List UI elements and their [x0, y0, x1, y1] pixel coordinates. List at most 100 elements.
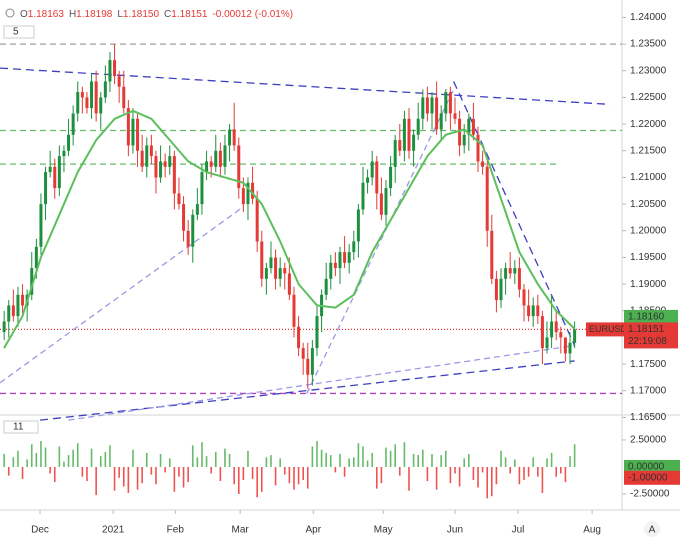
candle-body — [356, 209, 360, 242]
x-tick-label: Feb — [167, 525, 185, 536]
ma-badge[interactable] — [3, 25, 35, 39]
candle-body — [343, 252, 347, 263]
osc-bar — [550, 452, 553, 467]
candle-body — [439, 113, 443, 130]
osc-bar — [468, 454, 470, 467]
osc-tick-label: -2.50000 — [630, 489, 670, 500]
candle-body — [550, 321, 554, 338]
x-tick-label: Mar — [232, 525, 250, 536]
candle-body — [223, 145, 227, 167]
osc-bar — [514, 459, 516, 467]
legend-key: L — [117, 9, 123, 20]
candle-body — [34, 246, 38, 269]
candle-body — [471, 118, 475, 135]
candle-body — [140, 150, 144, 167]
candle-body — [159, 161, 163, 178]
candle-body — [149, 145, 153, 157]
osc-value-label: 0.00000 — [628, 462, 665, 473]
osc-bar — [173, 466, 176, 492]
osc-badge[interactable] — [3, 420, 39, 434]
candle-body — [292, 294, 296, 327]
osc-bar — [421, 449, 424, 467]
candle-body — [209, 161, 213, 167]
candle-body — [67, 134, 71, 151]
osc-bar — [279, 458, 281, 467]
candle-body — [232, 129, 236, 146]
candle-body — [264, 268, 268, 279]
auto-button[interactable] — [644, 521, 660, 537]
candle-body — [136, 118, 140, 151]
candle-body — [237, 145, 241, 189]
candle-body — [499, 278, 503, 301]
candle-body — [85, 97, 89, 109]
osc-bar — [201, 442, 203, 467]
osc-bar — [40, 441, 42, 467]
osc-bar — [3, 454, 5, 467]
candle-body — [278, 268, 282, 279]
candle-body — [172, 156, 176, 194]
osc-bar — [334, 466, 337, 473]
x-tick-label: Jun — [447, 525, 463, 536]
candle-body — [260, 241, 264, 279]
candle-body — [458, 118, 462, 146]
osc-bar — [113, 466, 116, 491]
legend-key: H — [69, 9, 76, 20]
osc-bar — [385, 447, 387, 467]
x-tick-label: Jul — [512, 525, 525, 536]
candle-body — [90, 81, 94, 109]
candle-body — [246, 182, 250, 205]
candle-body — [76, 92, 80, 114]
legend-key: C — [164, 9, 171, 20]
osc-bar — [394, 444, 396, 467]
candle-body — [80, 92, 84, 98]
osc-bar — [150, 466, 153, 475]
candle-body — [513, 268, 517, 274]
y-tick-label: 1.17000 — [630, 385, 667, 396]
osc-bar — [527, 466, 530, 477]
osc-bar — [30, 444, 33, 467]
candle-body — [444, 92, 448, 114]
y-tick-label: 1.20000 — [630, 225, 667, 236]
osc-bar — [523, 466, 525, 480]
osc-bar — [233, 466, 235, 485]
x-tick-label: 2021 — [102, 525, 125, 536]
candle-body — [94, 81, 98, 114]
candle-body — [338, 252, 342, 269]
osc-bar — [564, 466, 567, 483]
osc-bar — [320, 449, 323, 467]
candle-body — [218, 150, 222, 167]
legend-value: 1.18151 — [171, 9, 208, 20]
candle-body — [195, 204, 199, 215]
osc-bar — [53, 466, 56, 483]
legend-change: -0.00012 (-0.01%) — [212, 9, 293, 20]
osc-bar — [357, 443, 360, 467]
candle-body — [504, 268, 508, 279]
candle-body — [352, 241, 356, 253]
osc-bar — [573, 444, 576, 467]
osc-bar — [159, 454, 162, 467]
osc-bar — [76, 443, 79, 467]
osc-bar — [417, 455, 419, 467]
candle-body — [71, 113, 75, 135]
candle-body — [425, 97, 429, 114]
y-tick-label: 1.23000 — [630, 65, 667, 76]
osc-bar — [155, 466, 157, 485]
y-tick-label: 1.22500 — [630, 92, 667, 103]
candle-body — [274, 257, 278, 279]
candle-body — [39, 204, 43, 247]
y-tick-label: 1.19000 — [630, 279, 667, 290]
osc-bar — [196, 457, 199, 467]
osc-bar — [86, 466, 88, 482]
osc-bar — [431, 454, 433, 467]
osc-bar — [463, 458, 465, 467]
osc-label: 11 — [13, 422, 24, 433]
candle-body — [402, 118, 406, 151]
candle-body — [481, 161, 485, 167]
osc-bar — [440, 455, 442, 467]
candle-body — [228, 129, 232, 146]
candle-body — [168, 156, 172, 167]
legend-value: 1.18198 — [76, 9, 113, 20]
candle-body — [568, 342, 572, 354]
candle-body — [347, 252, 351, 263]
